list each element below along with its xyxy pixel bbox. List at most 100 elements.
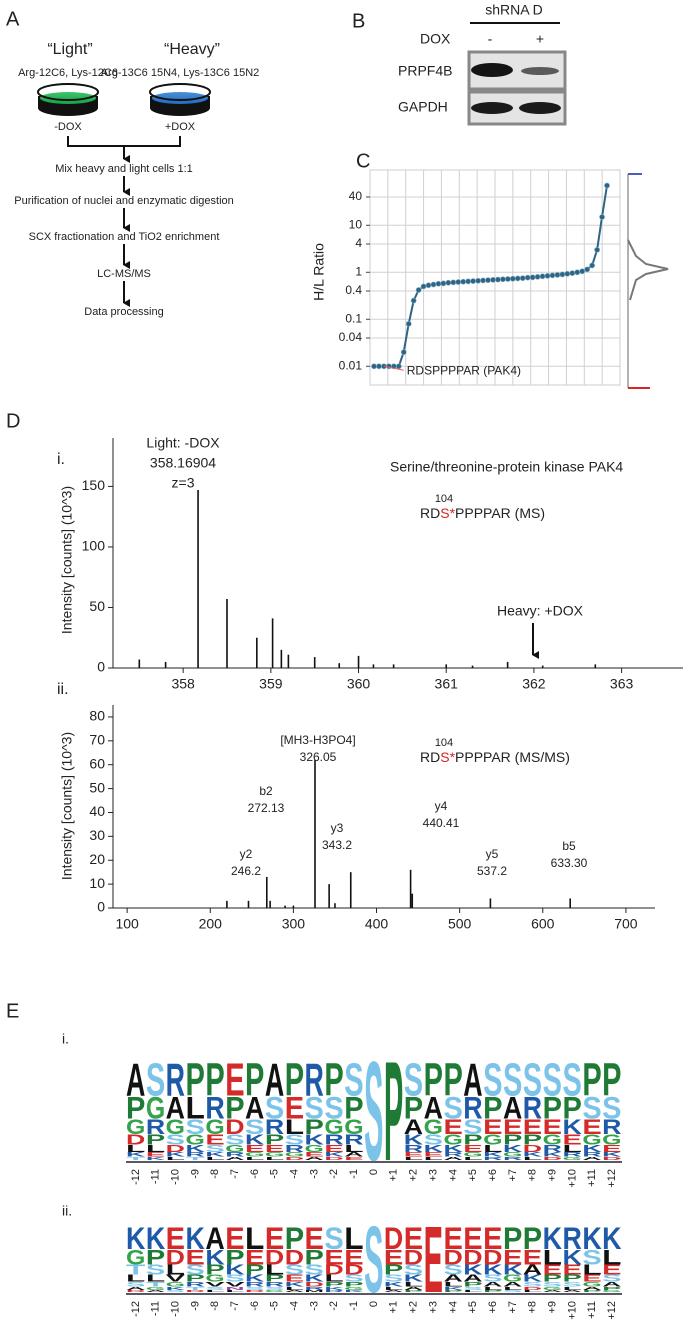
heavy-condition: +DOX [165,121,196,133]
position-label: -1 [348,1301,360,1311]
logo-letter: K [186,1221,205,1257]
logo-letter: R [523,1090,542,1126]
ratio-point [529,274,536,281]
logo-letter: P [424,1054,443,1106]
logo-letter: G [463,1151,482,1159]
y-tick-label: 80 [89,708,105,724]
y-tick-label: 70 [89,732,105,748]
logo-letter: R [562,1151,582,1159]
panel-label: C [356,150,370,172]
logo-letter: K [305,1131,325,1148]
logo-letter: A [225,1156,245,1161]
logo-letter: K [205,1151,225,1159]
ratio-point [430,281,437,288]
logo-letter: S [443,1090,462,1126]
ratio-point [485,277,491,284]
logo-letter: D [305,1281,325,1288]
y-axis-label: Intensity [counts] (10^3) [59,732,75,880]
ratio-point [544,272,551,279]
logo-letter: L [285,1286,305,1291]
logo-letter: L [404,1281,423,1288]
logo-letter: E [443,1115,463,1139]
ratio-point [599,214,605,220]
protein-label: PRPF4B [398,63,452,79]
annotation: 358.16904 [150,455,216,471]
peptide: RDS*PPPPAR (MS) [420,505,545,521]
logo-letter: P [285,1054,304,1106]
logo-letter: S [344,1274,363,1285]
ratio-point [490,276,496,283]
logo-letter: V [166,1274,186,1285]
lane-label: - [488,31,493,47]
histogram-frame [627,173,669,389]
logo-letter: G [166,1115,185,1139]
position-label: -6 [249,1169,261,1179]
light-dish [37,83,99,116]
logo-letter: K [483,1261,503,1278]
logo-letter: K [523,1151,543,1159]
logo-letter: P [582,1289,602,1292]
annotation: Heavy: +DOX [497,603,584,619]
position-label: -9 [189,1169,201,1179]
position-label: +2 [408,1169,420,1182]
logo-letter: P [225,1246,245,1270]
logo-letter: L [483,1144,503,1155]
position-label: +4 [447,1301,459,1314]
position-label: +6 [487,1301,499,1314]
logo-letter: A [205,1221,224,1257]
x-tick-label: 300 [282,916,306,932]
logo-letter: R [186,1151,206,1159]
logo-letter: G [146,1090,165,1126]
logo-letter: K [543,1151,563,1159]
peak-label: y2 [240,847,253,861]
logo-letter: E [344,1246,363,1270]
logo-letter: A [602,1281,622,1288]
logo-letter: A [424,1090,443,1126]
logo-letter: R [543,1144,563,1155]
peak-label: y5 [486,847,499,861]
position-label: +8 [527,1169,539,1182]
logo-letter: D [523,1144,542,1155]
position-label: -3 [308,1301,320,1311]
position-label: 0 [368,1169,380,1175]
peak-label: 326.05 [300,750,337,764]
logo-letter: R [463,1090,482,1126]
logo-letter: E [245,1246,264,1270]
peak-label: 246.2 [231,864,261,878]
logo-letter: A [582,1156,602,1161]
y-tick-label: 0.4 [345,283,362,297]
logo-letter: S [582,1090,601,1126]
logo-letter: K [602,1151,622,1159]
logo-letter: S [503,1054,522,1106]
logo-letter: S [305,1090,324,1126]
logo-letter: P [205,1054,224,1106]
logo-letter: D [602,1156,621,1161]
position-label: +11 [586,1169,598,1187]
ratio-point [569,270,576,277]
logo-letter: E [443,1221,462,1257]
logo-letter: D [344,1261,363,1278]
lane-label: + [536,31,544,47]
logo-letter: P [483,1090,502,1126]
logo-letter: S [404,1261,423,1278]
ratio-point [371,363,377,370]
logo-letter: S [424,1131,444,1148]
ratio-point [465,278,472,285]
logo-letter: A [562,1289,581,1292]
logo-letter: R [582,1151,602,1159]
logo-letter: E [384,1246,403,1270]
peak-label: y3 [331,821,344,835]
logo-letter: A [483,1281,503,1288]
y-axis-label: H/L Ratio [311,243,327,301]
x-tick-label: 363 [610,676,634,692]
logo-letter: E [285,1274,304,1285]
logo-letter: R [146,1115,165,1139]
workflow-arrows [67,136,181,307]
logo-letter: G [225,1144,244,1155]
ratio-point [549,272,556,279]
logo-letter: S [503,1289,522,1292]
logo-letter: D [126,1289,145,1292]
logo-letter: P [582,1054,601,1106]
logo-letter: K [166,1151,186,1159]
